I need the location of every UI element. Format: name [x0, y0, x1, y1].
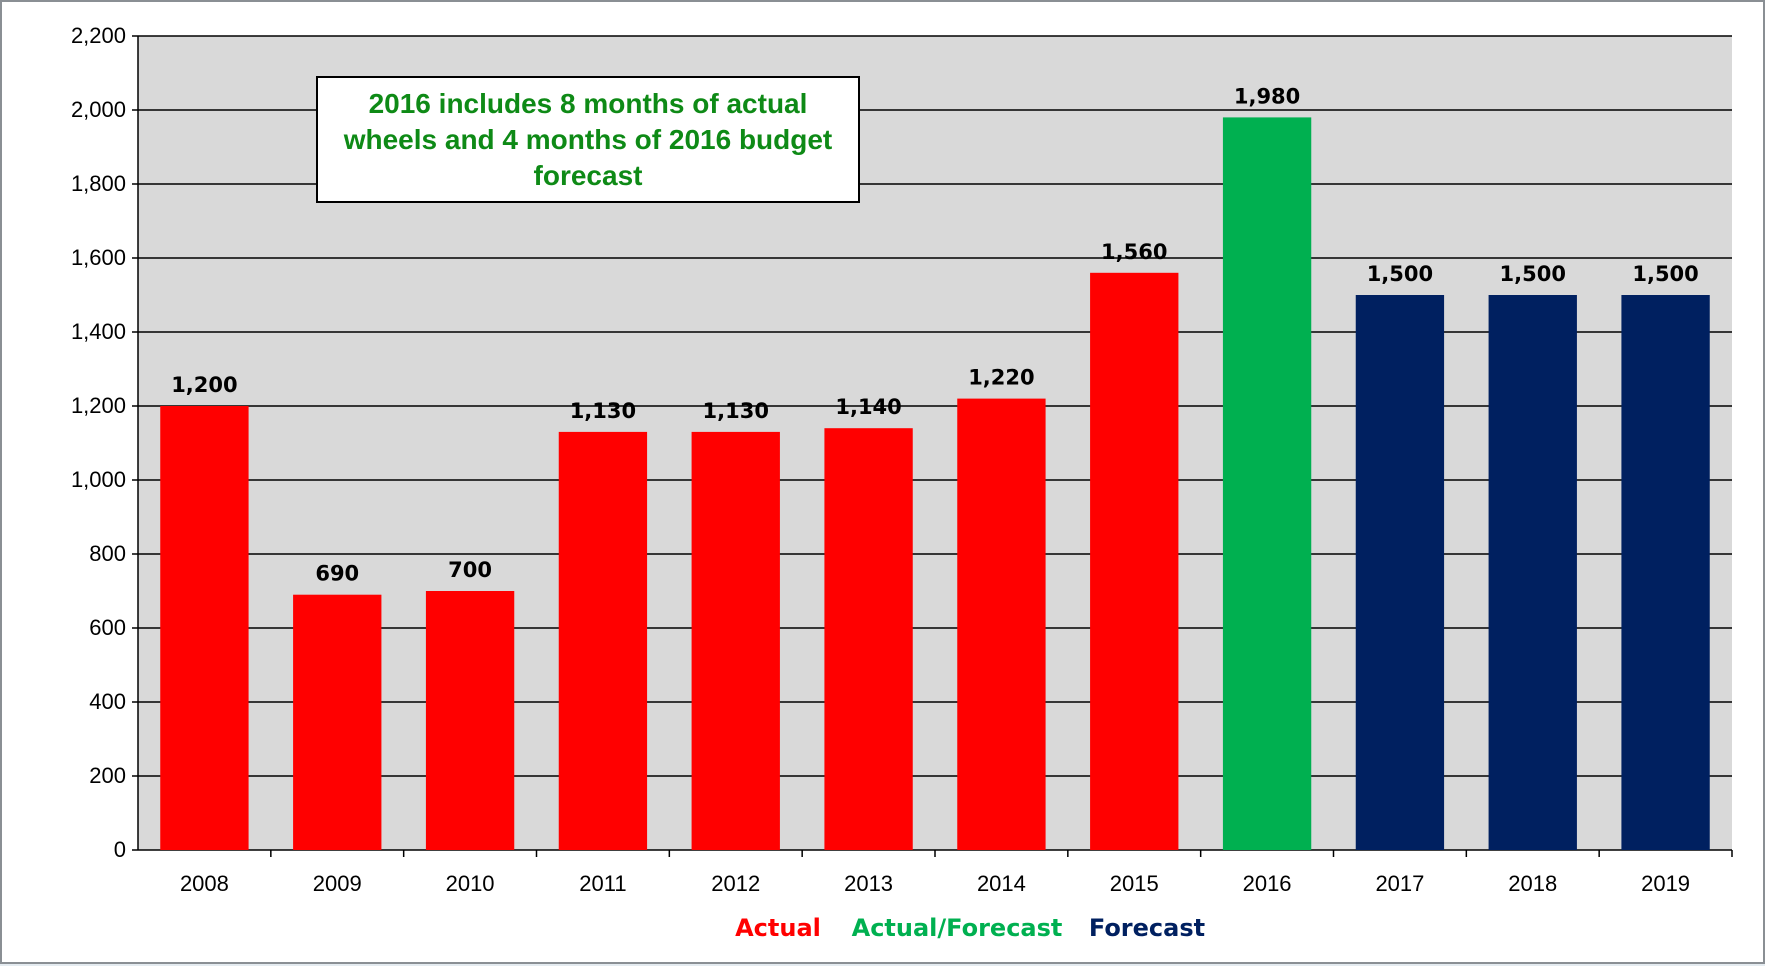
data-label: 1,500 — [1632, 262, 1698, 286]
x-tick-label: 2017 — [1375, 871, 1424, 896]
x-tick-label: 2012 — [711, 871, 760, 896]
y-tick-label: 1,400 — [71, 319, 126, 344]
x-tick-label: 2014 — [977, 871, 1026, 896]
data-label: 1,130 — [570, 399, 636, 423]
y-tick-label: 600 — [89, 615, 126, 640]
x-tick-label: 2015 — [1110, 871, 1159, 896]
legend-item: Actual/Forecast — [852, 914, 1063, 942]
x-tick-label: 2013 — [844, 871, 893, 896]
bar — [160, 406, 249, 850]
data-label: 1,980 — [1234, 84, 1300, 108]
bar — [1355, 295, 1445, 850]
bar — [824, 428, 913, 850]
x-tick-label: 2010 — [446, 871, 495, 896]
bar — [1488, 295, 1577, 850]
y-tick-label: 800 — [89, 541, 126, 566]
data-label: 1,200 — [171, 373, 237, 397]
bar — [1621, 295, 1710, 850]
x-tick-label: 2008 — [180, 871, 229, 896]
x-tick-label: 2019 — [1641, 871, 1690, 896]
bar — [1090, 272, 1179, 850]
bar — [1222, 117, 1312, 850]
bar — [957, 398, 1046, 850]
legend-item: Forecast — [1089, 914, 1205, 942]
bar — [691, 431, 780, 850]
data-label: 1,500 — [1367, 262, 1433, 286]
data-label: 1,140 — [835, 395, 901, 419]
y-tick-label: 0 — [114, 837, 126, 862]
y-tick-label: 200 — [89, 763, 126, 788]
data-label: 1,220 — [968, 366, 1034, 390]
annotation-box: 2016 includes 8 months of actual wheels … — [316, 76, 860, 203]
legend-item: Actual — [735, 914, 821, 942]
y-tick-label: 1,000 — [71, 467, 126, 492]
data-label: 1,130 — [703, 399, 769, 423]
data-label: 1,560 — [1101, 240, 1167, 264]
x-tick-label: 2016 — [1243, 871, 1292, 896]
y-tick-label: 1,600 — [71, 245, 126, 270]
y-tick-label: 1,200 — [71, 393, 126, 418]
bar — [293, 594, 382, 850]
y-tick-label: 2,200 — [71, 23, 126, 48]
x-tick-label: 2018 — [1508, 871, 1557, 896]
data-label: 700 — [448, 558, 492, 582]
y-tick-label: 2,000 — [71, 97, 126, 122]
bar — [558, 431, 648, 850]
bar — [425, 591, 515, 850]
y-tick-label: 1,800 — [71, 171, 126, 196]
data-label: 690 — [315, 562, 359, 586]
y-tick-label: 400 — [89, 689, 126, 714]
x-tick-label: 2009 — [313, 871, 362, 896]
data-label: 1,500 — [1500, 262, 1566, 286]
x-tick-label: 2011 — [579, 871, 626, 896]
